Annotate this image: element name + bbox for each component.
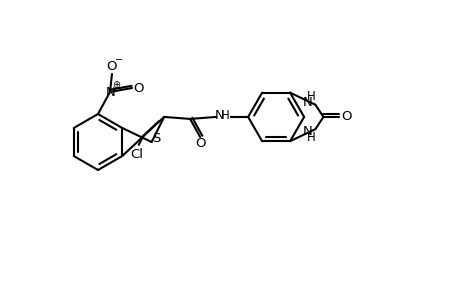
Text: H: H: [306, 90, 315, 103]
Text: S: S: [152, 133, 161, 146]
Text: ⊕: ⊕: [112, 80, 120, 90]
Text: H: H: [220, 110, 229, 122]
Text: O: O: [341, 110, 351, 123]
Text: N: N: [214, 110, 224, 122]
Text: −: −: [115, 55, 123, 65]
Text: N: N: [302, 96, 312, 109]
Text: N: N: [302, 124, 312, 138]
Text: O: O: [134, 82, 144, 94]
Text: H: H: [306, 130, 315, 144]
Text: O: O: [106, 59, 117, 73]
Text: N: N: [106, 85, 116, 98]
Text: O: O: [195, 137, 205, 150]
Text: Cl: Cl: [130, 148, 143, 161]
